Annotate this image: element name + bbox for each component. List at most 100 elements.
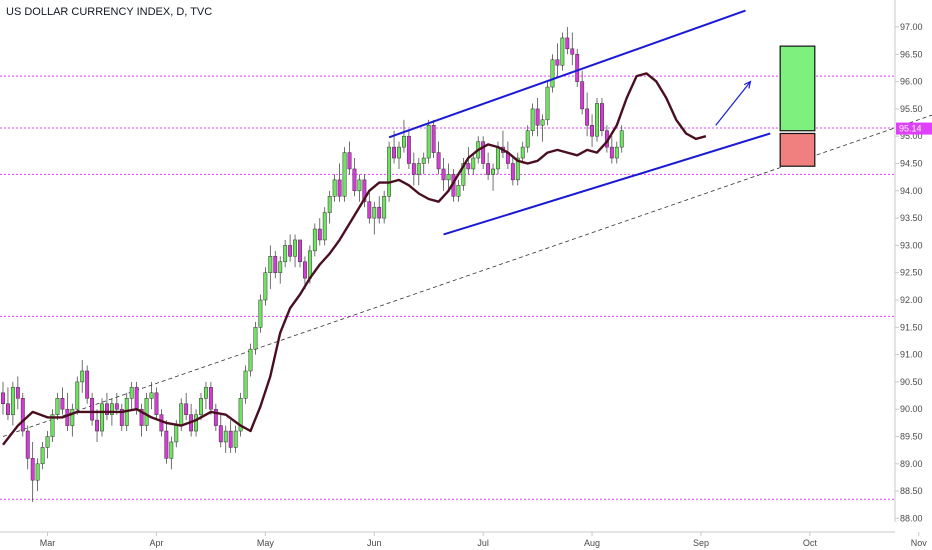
candle-body	[496, 146, 500, 170]
candle-body	[278, 261, 283, 273]
price-tick-label: 96.50	[900, 49, 923, 59]
time-tick-label: Nov	[911, 538, 928, 548]
candle-body	[119, 408, 124, 426]
price-tick-label: 89.50	[900, 432, 923, 442]
price-axis: 97.00 96.50 96.00 95.50 95.00 94.50 94.00 93.50…	[894, 0, 932, 523]
candle-body	[85, 370, 90, 399]
candle-body	[332, 179, 337, 197]
candle-body	[159, 414, 164, 432]
candle-body	[342, 152, 347, 197]
candle-body	[540, 119, 545, 126]
price-tick-label: 94.00	[900, 186, 923, 196]
candle-body	[223, 430, 228, 443]
price-tick-label: 92.50	[900, 268, 923, 278]
candle-body	[283, 245, 288, 263]
candle-body	[199, 398, 203, 415]
candle-body	[50, 414, 55, 437]
candle-body	[411, 163, 416, 175]
candles	[1, 27, 624, 503]
candle-body	[317, 228, 322, 241]
candle-body	[60, 398, 65, 410]
time-tick-label: Aug	[584, 538, 600, 548]
price-tick-label: 88.00	[900, 513, 923, 523]
price-tick-label: 96.00	[900, 77, 923, 87]
candle-body	[510, 163, 515, 181]
candle-body	[426, 125, 431, 159]
candle-body	[55, 398, 60, 415]
trendline-group	[2, 114, 932, 437]
candle-body	[134, 387, 139, 410]
time-tick-label: Oct	[803, 538, 818, 548]
stop-box	[779, 132, 816, 167]
last-price-label: 95.14	[899, 124, 922, 134]
candle-body	[303, 261, 307, 279]
candle-body	[253, 327, 258, 350]
chart-title: US DOLLAR CURRENCY INDEX, D, TVC	[6, 6, 212, 18]
time-axis: Mar Apr May Jun Jul Aug Sep Oct Nov	[0, 531, 928, 548]
price-tick-label: 89.00	[900, 459, 923, 469]
candle-body	[95, 419, 99, 432]
candle-body	[268, 256, 273, 273]
candle-body	[109, 403, 114, 415]
candle-body	[337, 179, 342, 197]
candle-body	[213, 408, 218, 426]
candle-body	[20, 398, 25, 432]
last-price-badge	[896, 122, 932, 135]
candle-body	[139, 408, 144, 426]
candle-body	[402, 135, 406, 148]
candle-body	[154, 392, 159, 415]
candle-body	[149, 392, 154, 399]
price-tick-label: 91.50	[900, 322, 923, 332]
time-tick-label: May	[257, 538, 275, 548]
candle-body	[100, 403, 104, 432]
candle-body	[590, 125, 594, 137]
candle-body	[416, 163, 421, 175]
price-tick-label: 95.00	[900, 131, 923, 141]
moving-average-group	[2, 72, 707, 446]
candle-body	[357, 179, 362, 192]
candle-body	[545, 86, 550, 121]
candle-body	[367, 201, 372, 219]
candle-body	[90, 398, 95, 421]
price-tick-label: 93.00	[900, 240, 923, 250]
channel-lower-line	[443, 132, 771, 236]
candle-body	[312, 228, 317, 252]
moving-average-line	[2, 72, 707, 446]
candle-body	[15, 387, 20, 399]
candle-body	[555, 59, 560, 66]
candle-body	[481, 141, 486, 164]
candle-body	[550, 59, 555, 88]
price-tick-label: 91.00	[900, 350, 923, 360]
candle-body	[114, 403, 119, 410]
candle-body	[25, 430, 30, 459]
price-tick-label: 90.50	[900, 377, 923, 387]
candle-body	[436, 152, 441, 170]
candle-body	[10, 387, 15, 415]
price-tick-label: 92.00	[900, 295, 923, 305]
candle-body	[218, 425, 223, 443]
candle-body	[228, 430, 233, 448]
candle-body	[585, 108, 590, 126]
forecast-arrow-head	[743, 80, 752, 89]
candle-body	[307, 250, 312, 279]
candle-body	[129, 387, 134, 399]
candle-body	[471, 157, 476, 170]
candle-body	[406, 135, 411, 164]
candle-body	[105, 403, 109, 415]
candle-body	[619, 130, 624, 148]
time-tick-label: Sep	[693, 538, 709, 548]
candle-body	[80, 370, 85, 383]
overlays	[388, 9, 816, 236]
candle-body	[491, 168, 496, 175]
candle-body	[486, 163, 491, 175]
candle-body	[293, 239, 298, 257]
candle-body	[208, 387, 213, 410]
candle-body	[174, 425, 179, 443]
candle-body	[6, 403, 10, 415]
candle-body	[387, 146, 392, 197]
candle-body	[431, 125, 436, 153]
candle-body	[421, 157, 426, 164]
candle-body	[273, 256, 278, 273]
candle-body	[525, 130, 530, 148]
